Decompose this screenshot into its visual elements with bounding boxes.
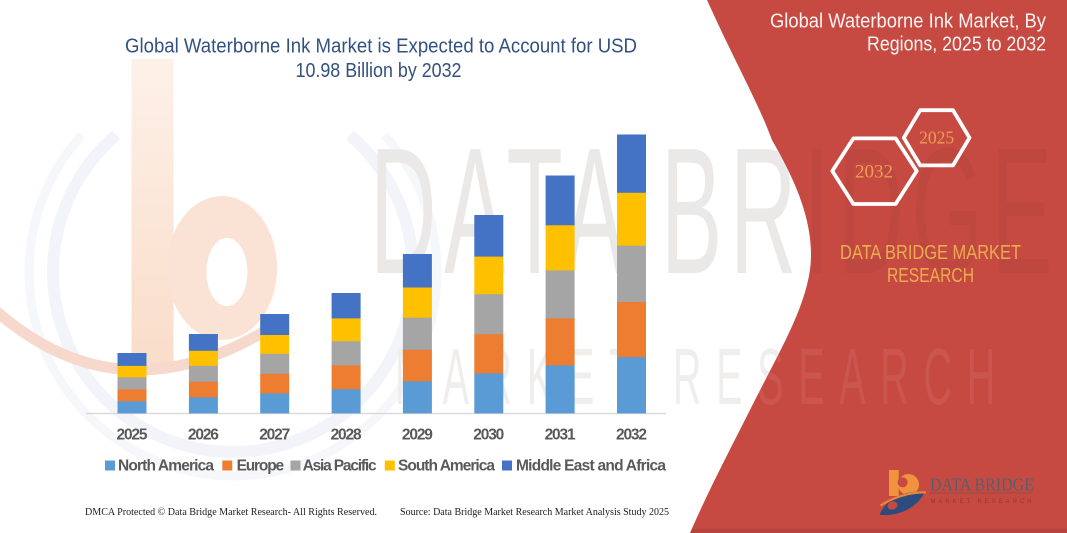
svg-text:2030: 2030 [473,427,504,444]
svg-text:Source: Data Bridge Market Res: Source: Data Bridge Market Research Mark… [400,507,669,518]
svg-text:South America: South America [398,458,495,475]
svg-text:MARKET RESEARCH: MARKET RESEARCH [931,498,1035,505]
svg-text:2032: 2032 [616,427,647,444]
svg-text:Middle East and Africa: Middle East and Africa [516,458,666,475]
svg-text:Global Waterborne Ink Market i: Global Waterborne Ink Market is Expected… [125,36,637,58]
svg-text:2025: 2025 [117,427,148,444]
svg-text:Global Waterborne Ink Market,: Global Waterborne Ink Market, By [770,11,1046,33]
svg-text:2026: 2026 [188,427,219,444]
svg-text:North America: North America [118,458,214,475]
svg-text:DATA BRIDGE MARKET: DATA BRIDGE MARKET [840,242,1021,264]
svg-text:DATA BRIDGE: DATA BRIDGE [930,474,1034,494]
svg-text:10.98 Billion by 2032: 10.98 Billion by 2032 [296,60,462,82]
svg-text:2027: 2027 [259,427,290,444]
svg-text:2031: 2031 [545,427,576,444]
svg-text:DMCA Protected © Data Bridge M: DMCA Protected © Data Bridge Market Rese… [85,507,377,518]
svg-text:2029: 2029 [402,427,433,444]
svg-text:Europe: Europe [237,458,285,475]
svg-text:RESEARCH: RESEARCH [887,265,974,287]
svg-text:2025: 2025 [919,128,954,148]
svg-text:2028: 2028 [331,427,362,444]
svg-text:Regions, 2025 to 2032: Regions, 2025 to 2032 [867,34,1046,56]
svg-text:Asia Pacific: Asia Pacific [303,458,377,475]
svg-text:2032: 2032 [855,162,893,183]
